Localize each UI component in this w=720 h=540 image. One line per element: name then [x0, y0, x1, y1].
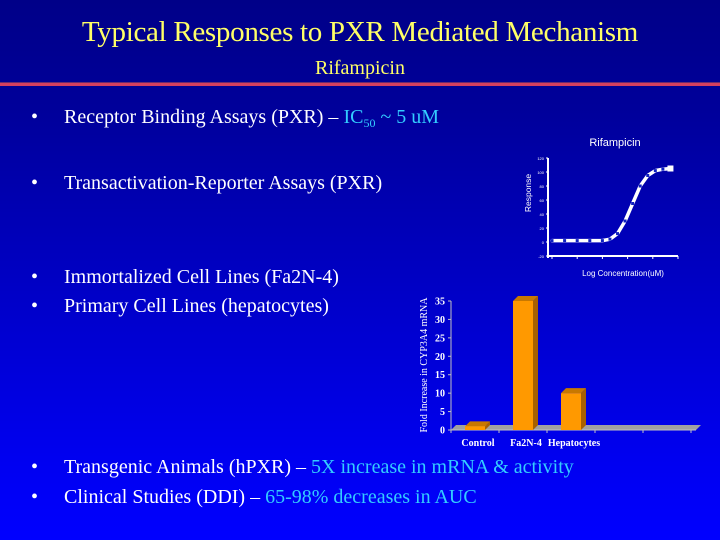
bullet-clinical: • Clinical Studies (DDI) – 65-98% decreas…	[31, 486, 477, 508]
data-point	[616, 232, 620, 236]
category-label: Hepatocytes	[548, 438, 600, 449]
bullet-dot-icon: •	[31, 456, 39, 478]
slide-subtitle: Rifampicin	[315, 57, 405, 79]
data-point	[623, 219, 627, 223]
bar-control	[465, 421, 490, 430]
bullet-transgenic: • Transgenic Animals (hPXR) – 5X increase…	[31, 456, 574, 478]
data-point	[600, 239, 604, 243]
bullet-immortalized-cells: • Immortalized Cell Lines (Fa2N-4)	[31, 266, 339, 288]
data-point-marker	[667, 165, 674, 172]
bullet-dot-icon: •	[31, 295, 39, 317]
bar-fa2n-4	[513, 296, 538, 430]
data-point	[550, 239, 554, 243]
y-tick-label: 80	[540, 184, 545, 189]
data-point	[563, 239, 567, 243]
dose-response-chart: Rifampicin Response Log Concentration(uM…	[523, 137, 679, 278]
bar-hepatocytes	[561, 388, 586, 430]
bullet-dot-icon: •	[31, 172, 39, 194]
bullet-receptor-binding: • Receptor Binding Assays (PXR) – IC50 ~ …	[31, 106, 440, 130]
sigmoid-curve	[550, 166, 673, 243]
data-point	[646, 174, 650, 177]
ic50-highlight: IC50 ~ 5 uM	[343, 106, 440, 130]
line-chart-title: Rifampicin	[589, 137, 640, 149]
bullet-primary-cells: • Primary Cell Lines (hepatocytes)	[31, 295, 329, 317]
bar-plot-area: 0 5 10 15 20 25 30 35 Control Fa2N-4 Hepatocytes	[435, 296, 701, 449]
y-tick-label: -20	[538, 254, 545, 259]
y-tick-label: 15	[435, 370, 445, 381]
data-point	[588, 239, 592, 243]
cyp3a4-bar-chart: Fold Increase in CYP3A4 mRNA 0 5 10 15 20 25 3…	[419, 296, 701, 449]
y-tick-label: 30	[435, 315, 445, 326]
data-point	[575, 239, 579, 243]
y-tick-label: 20	[435, 352, 445, 363]
bullet-dot-icon: •	[31, 486, 39, 508]
line-chart-ylabel: Response	[523, 174, 533, 213]
y-tick-label: 0	[542, 240, 545, 245]
line-chart-xlabel: Log Concentration(uM)	[582, 269, 664, 278]
y-tick-label: 120	[537, 156, 544, 161]
y-tick-label: 100	[537, 170, 544, 175]
data-point	[653, 169, 657, 173]
y-tick-label: 5	[440, 407, 445, 418]
y-tick-label: 20	[540, 226, 545, 231]
data-point	[661, 167, 665, 171]
bar-chart-ylabel: Fold Increase in CYP3A4 mRNA	[419, 297, 430, 433]
data-point	[608, 237, 612, 241]
y-tick-label: 25	[435, 333, 445, 344]
y-tick-label: 0	[440, 426, 445, 437]
data-point	[638, 184, 642, 188]
line-plot-area: -20 0 20 40 60 80 100 120	[537, 156, 679, 259]
slide-title: Typical Responses to PXR Mediated Mechan…	[81, 16, 639, 48]
y-tick-label: 40	[540, 212, 545, 217]
y-tick-label: 10	[435, 389, 445, 400]
y-tick-label: 35	[435, 297, 445, 308]
bullet-transactivation: • Transactivation-Reporter Assays (PXR)	[31, 172, 383, 194]
data-point	[631, 202, 635, 205]
bullet-dot-icon: •	[31, 106, 39, 128]
y-tick-label: 60	[540, 198, 545, 203]
category-label: Fa2N-4	[510, 438, 542, 449]
category-label: Control	[461, 438, 494, 449]
bullet-dot-icon: •	[31, 266, 39, 288]
title-divider	[0, 82, 720, 86]
